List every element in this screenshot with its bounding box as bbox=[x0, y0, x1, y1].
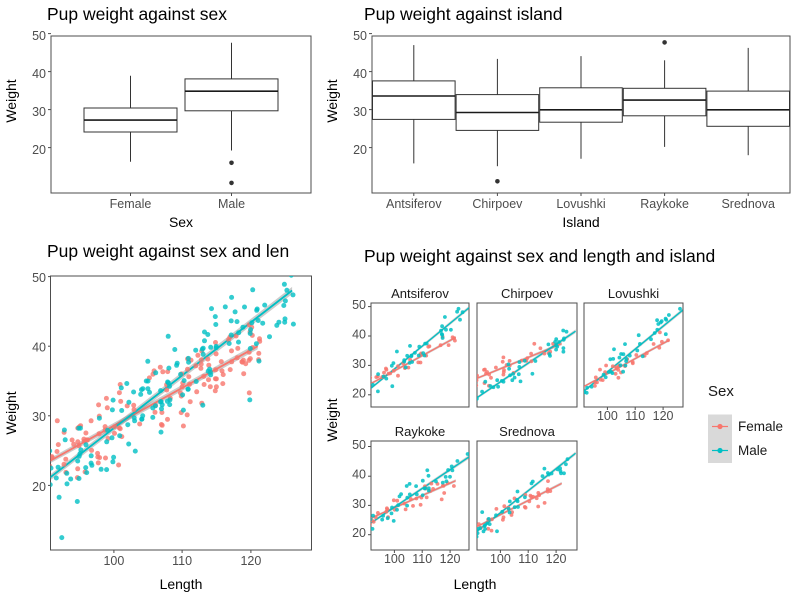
svg-text:Antsiferov: Antsiferov bbox=[391, 286, 449, 301]
svg-text:30: 30 bbox=[32, 410, 46, 424]
svg-text:Island: Island bbox=[562, 214, 599, 230]
svg-text:20: 20 bbox=[353, 143, 367, 157]
svg-text:50: 50 bbox=[353, 29, 367, 43]
svg-text:40: 40 bbox=[32, 67, 46, 81]
svg-text:20: 20 bbox=[32, 143, 46, 157]
svg-text:20: 20 bbox=[352, 526, 366, 540]
svg-text:30: 30 bbox=[352, 357, 366, 371]
svg-text:Pup weight against sex: Pup weight against sex bbox=[47, 4, 227, 24]
svg-text:120: 120 bbox=[240, 554, 261, 568]
svg-text:Weight: Weight bbox=[324, 398, 340, 441]
svg-text:50: 50 bbox=[32, 29, 46, 43]
svg-text:50: 50 bbox=[352, 438, 366, 452]
svg-text:110: 110 bbox=[412, 552, 432, 566]
svg-text:30: 30 bbox=[353, 105, 367, 119]
svg-text:40: 40 bbox=[352, 328, 366, 342]
svg-text:Female: Female bbox=[110, 197, 152, 211]
svg-text:120: 120 bbox=[653, 409, 674, 423]
svg-text:30: 30 bbox=[352, 497, 366, 511]
svg-text:Weight: Weight bbox=[324, 79, 340, 122]
svg-text:40: 40 bbox=[352, 468, 366, 482]
svg-text:Weight: Weight bbox=[3, 79, 19, 122]
svg-text:Raykoke: Raykoke bbox=[640, 197, 689, 211]
svg-text:120: 120 bbox=[440, 552, 461, 566]
svg-text:Pup weight against sex and len: Pup weight against sex and length and is… bbox=[364, 246, 715, 266]
svg-text:40: 40 bbox=[32, 341, 46, 355]
svg-text:Lovushki: Lovushki bbox=[556, 197, 605, 211]
svg-text:50: 50 bbox=[352, 298, 366, 312]
svg-text:Length: Length bbox=[454, 576, 497, 592]
svg-text:40: 40 bbox=[353, 67, 367, 81]
svg-text:Lovushki: Lovushki bbox=[608, 286, 659, 301]
svg-text:Sex: Sex bbox=[169, 214, 193, 230]
svg-text:20: 20 bbox=[32, 480, 46, 494]
svg-text:100: 100 bbox=[597, 409, 618, 423]
svg-text:Chirpoev: Chirpoev bbox=[472, 197, 523, 211]
svg-text:120: 120 bbox=[546, 552, 567, 566]
svg-text:Srednova: Srednova bbox=[499, 424, 555, 439]
svg-text:110: 110 bbox=[172, 554, 192, 568]
svg-text:50: 50 bbox=[32, 271, 46, 285]
svg-text:Male: Male bbox=[738, 443, 767, 458]
svg-text:100: 100 bbox=[384, 552, 405, 566]
svg-text:Raykoke: Raykoke bbox=[395, 424, 446, 439]
svg-text:Length: Length bbox=[160, 576, 203, 592]
svg-text:Chirpoev: Chirpoev bbox=[501, 286, 554, 301]
svg-text:Weight: Weight bbox=[3, 391, 19, 434]
svg-text:Female: Female bbox=[738, 419, 783, 434]
svg-text:Antsiferov: Antsiferov bbox=[386, 197, 442, 211]
svg-text:Sex: Sex bbox=[708, 383, 734, 400]
svg-text:110: 110 bbox=[518, 552, 538, 566]
svg-text:100: 100 bbox=[490, 552, 511, 566]
svg-text:Pup weight against sex and len: Pup weight against sex and len bbox=[47, 241, 289, 261]
svg-text:30: 30 bbox=[32, 105, 46, 119]
svg-text:110: 110 bbox=[625, 409, 645, 423]
svg-text:20: 20 bbox=[352, 386, 366, 400]
svg-text:Pup weight against island: Pup weight against island bbox=[364, 4, 562, 24]
svg-text:100: 100 bbox=[103, 554, 124, 568]
svg-text:Srednova: Srednova bbox=[721, 197, 775, 211]
svg-text:Male: Male bbox=[218, 197, 245, 211]
